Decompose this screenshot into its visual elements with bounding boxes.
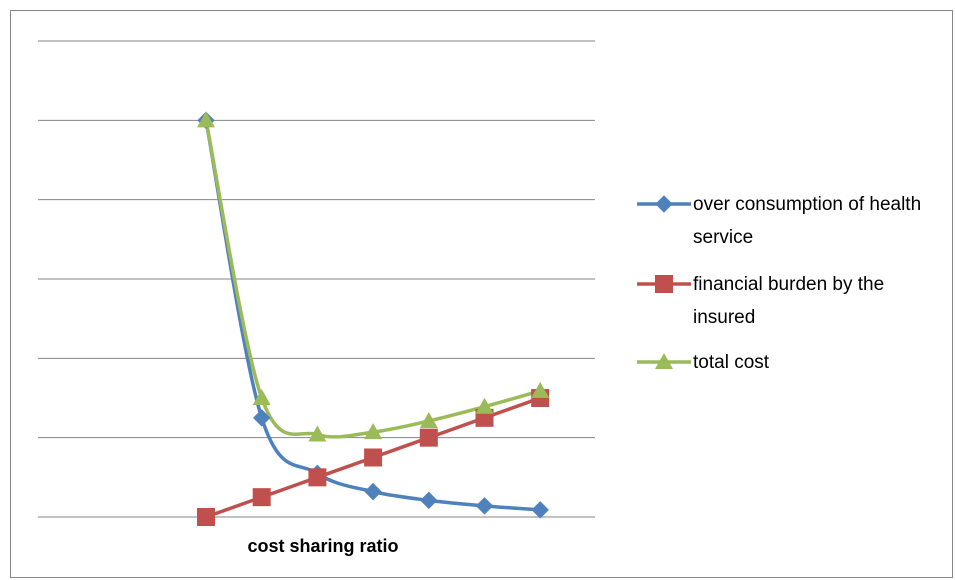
marker [655,195,673,213]
legend-icon [637,195,691,213]
marker [475,397,494,414]
marker [364,423,383,440]
marker [655,275,673,293]
legend-label: total cost [693,352,770,373]
series-line [204,119,541,439]
legend-label: financial burden by the insured [693,274,885,328]
marker [531,501,549,519]
x-axis-label: cost sharing ratio [247,536,398,556]
marker [252,389,271,405]
legend-icon [637,353,691,369]
marker [419,428,438,447]
chart-border [10,10,953,578]
marker [419,412,438,429]
marker [655,353,673,369]
marker [252,409,271,427]
marker [364,448,383,467]
marker [475,497,494,515]
legend-label: over consumption of health service [693,194,922,248]
legend-item: total cost [637,346,947,379]
legend-item: over consumption of health service [637,188,947,254]
marker [308,468,327,487]
legend-icon [637,275,691,293]
marker [420,491,438,510]
marker [364,482,382,501]
marker [308,425,327,442]
marker [531,381,550,398]
legend-item: financial burden by the insured [637,268,947,334]
marker [197,111,215,128]
marker [197,508,215,526]
series-line [204,120,541,512]
marker [252,488,271,507]
